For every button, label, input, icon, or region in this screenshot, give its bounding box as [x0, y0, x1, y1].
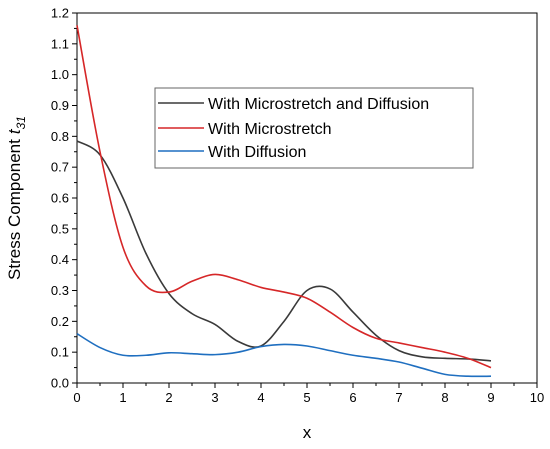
- plot-border: [76, 12, 538, 384]
- y-axis-title: Stress Component t31: [5, 116, 28, 280]
- x-tick-label: 2: [165, 390, 172, 405]
- y-axis-title-symbol: t: [5, 128, 24, 134]
- x-tick-label: 6: [349, 390, 356, 405]
- y-axis-title-subscript: 31: [14, 116, 28, 129]
- x-tick-label: 1: [119, 390, 126, 405]
- y-tick-label: 0.6: [51, 191, 69, 206]
- y-tick-label: 0.9: [51, 98, 69, 113]
- x-tick-label: 4: [257, 390, 264, 405]
- x-tick-label: 8: [441, 390, 448, 405]
- y-tick-label: 0.8: [51, 129, 69, 144]
- y-tick-label: 0.1: [51, 345, 69, 360]
- y-tick-label: 0.4: [51, 252, 69, 267]
- x-axis: 0 1 2 3 4 5 6 7 8 9 10: [73, 383, 544, 405]
- series-line-with-microstretch-and-diffusion: [76, 140, 492, 362]
- legend-label-0: With Microstretch and Diffusion: [208, 96, 429, 113]
- legend-label-2: With Diffusion: [208, 144, 306, 161]
- y-tick-label: 1.0: [51, 67, 69, 82]
- x-tick-label: 10: [530, 390, 544, 405]
- y-axis: 0.0 0.1 0.2 0.3 0.4 0.5 0.6 0.7 0.8 0.9 1.0 1.1 1.2: [51, 6, 77, 391]
- y-tick-label: 0.3: [51, 283, 69, 298]
- y-tick-label: 1.2: [51, 6, 69, 21]
- x-tick-label: 0: [73, 390, 80, 405]
- series-lines: [76, 25, 492, 378]
- legend-box: [154, 87, 474, 169]
- x-axis-title: x: [303, 423, 312, 442]
- y-axis-title-text: Stress Component: [5, 139, 24, 280]
- x-tick-label: 3: [211, 390, 218, 405]
- legend-label-1: With Microstretch: [208, 121, 332, 138]
- x-tick-label: 9: [487, 390, 494, 405]
- x-tick-label: 7: [395, 390, 402, 405]
- y-tick-label: 0.2: [51, 314, 69, 329]
- series-line-with-diffusion: [76, 332, 492, 378]
- plot-frame: [76, 12, 538, 384]
- y-tick-label: 0.7: [51, 160, 69, 175]
- y-tick-label: 1.1: [51, 36, 69, 51]
- y-tick-label: 0.5: [51, 221, 69, 236]
- y-tick-label: 0.0: [51, 376, 69, 391]
- legend: With Microstretch and Diffusion With Mic…: [154, 87, 474, 169]
- x-tick-label: 5: [303, 390, 310, 405]
- series-line-with-microstretch: [76, 25, 492, 369]
